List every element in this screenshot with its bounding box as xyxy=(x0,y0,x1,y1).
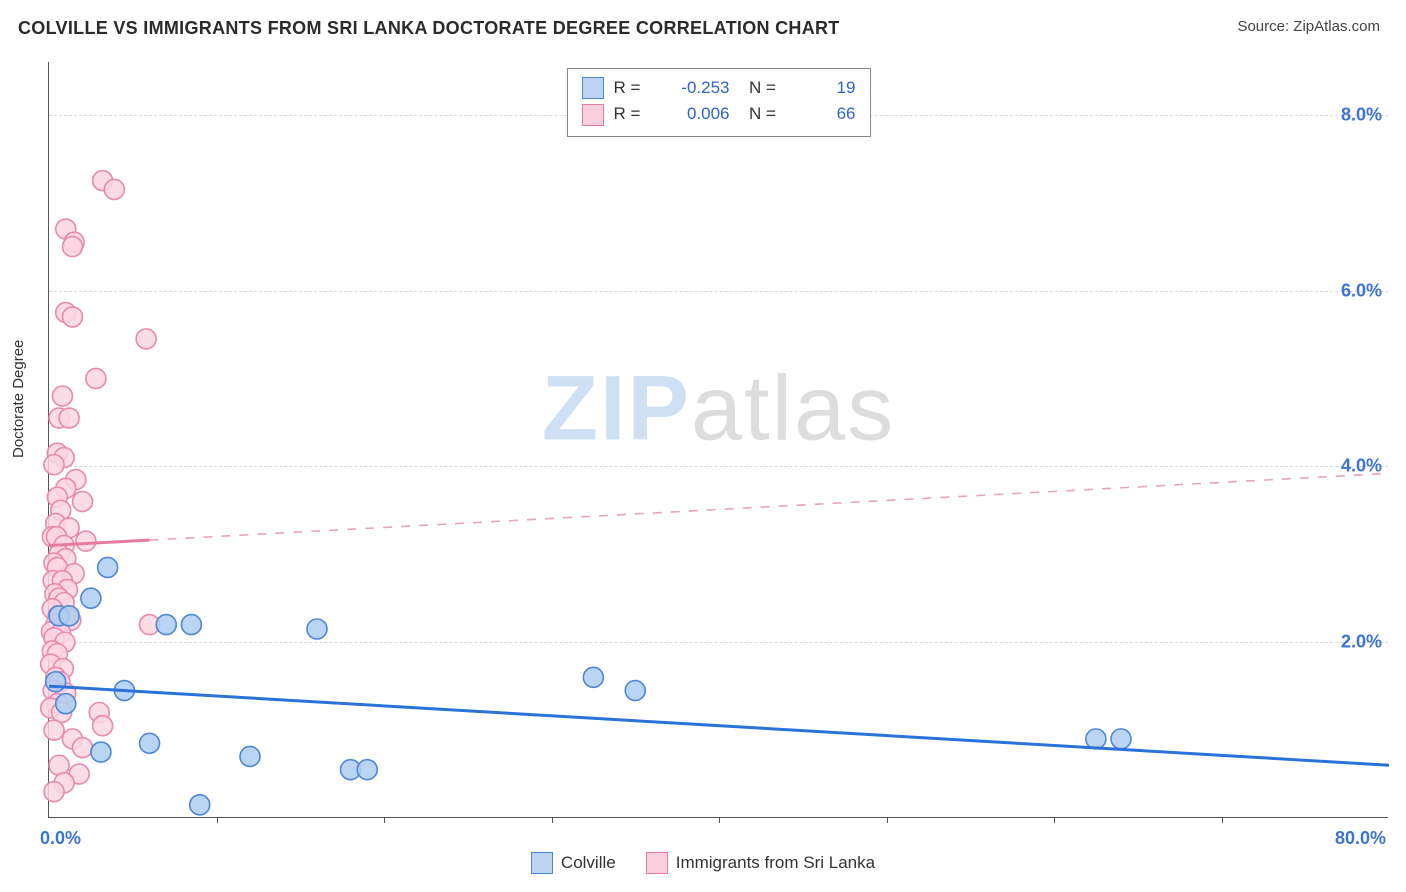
point-pink xyxy=(52,386,72,406)
point-blue xyxy=(56,694,76,714)
x-tick xyxy=(384,817,385,823)
chart-container: Doctorate Degree ZIPatlas R = -0.253 N =… xyxy=(0,48,1406,892)
point-pink xyxy=(44,720,64,740)
swatch-pink-icon xyxy=(582,104,604,126)
source-label: Source: ZipAtlas.com xyxy=(1237,18,1380,35)
legend-stats-row-blue: R = -0.253 N = 19 xyxy=(582,75,856,101)
r-label: R = xyxy=(614,101,652,127)
point-blue xyxy=(91,742,111,762)
swatch-pink-icon xyxy=(646,852,668,874)
plot-svg xyxy=(49,62,1388,817)
point-blue xyxy=(181,615,201,635)
legend-series: Colville Immigrants from Sri Lanka xyxy=(0,852,1406,874)
legend-label-pink: Immigrants from Sri Lanka xyxy=(676,853,875,873)
point-blue xyxy=(98,557,118,577)
point-blue xyxy=(81,588,101,608)
legend-stats-row-pink: R = 0.006 N = 66 xyxy=(582,101,856,127)
point-blue xyxy=(140,733,160,753)
point-pink xyxy=(44,782,64,802)
point-blue xyxy=(1086,729,1106,749)
point-blue xyxy=(583,667,603,687)
legend-stats: R = -0.253 N = 19 R = 0.006 N = 66 xyxy=(567,68,871,137)
point-pink xyxy=(93,716,113,736)
point-blue xyxy=(1111,729,1131,749)
point-pink xyxy=(59,408,79,428)
point-blue xyxy=(59,606,79,626)
point-pink xyxy=(76,531,96,551)
x-tick xyxy=(1054,817,1055,823)
point-pink xyxy=(86,368,106,388)
chart-title: COLVILLE VS IMMIGRANTS FROM SRI LANKA DO… xyxy=(18,18,840,39)
x-tick xyxy=(1222,817,1223,823)
point-blue xyxy=(240,746,260,766)
point-pink xyxy=(73,492,93,512)
point-pink xyxy=(73,738,93,758)
n-value-blue: 19 xyxy=(788,75,856,101)
point-blue xyxy=(307,619,327,639)
x-tick xyxy=(552,817,553,823)
x-origin-label: 0.0% xyxy=(40,828,81,849)
r-value-blue: -0.253 xyxy=(662,75,730,101)
point-blue xyxy=(46,672,66,692)
r-value-pink: 0.006 xyxy=(662,101,730,127)
n-label: N = xyxy=(740,101,778,127)
swatch-blue-icon xyxy=(582,77,604,99)
point-blue xyxy=(190,795,210,815)
x-tick xyxy=(217,817,218,823)
n-value-pink: 66 xyxy=(788,101,856,127)
r-label: R = xyxy=(614,75,652,101)
x-tick xyxy=(887,817,888,823)
point-blue xyxy=(156,615,176,635)
x-max-label: 80.0% xyxy=(1335,828,1386,849)
legend-item-blue: Colville xyxy=(531,852,616,874)
point-pink xyxy=(44,455,64,475)
swatch-blue-icon xyxy=(531,852,553,874)
point-pink xyxy=(62,307,82,327)
legend-label-blue: Colville xyxy=(561,853,616,873)
legend-item-pink: Immigrants from Sri Lanka xyxy=(646,852,875,874)
point-pink xyxy=(136,329,156,349)
y-axis-label: Doctorate Degree xyxy=(10,340,27,458)
point-blue xyxy=(625,681,645,701)
point-blue xyxy=(357,760,377,780)
point-pink xyxy=(104,179,124,199)
trend-pink-dashed xyxy=(150,473,1390,540)
plot-area: ZIPatlas R = -0.253 N = 19 R = 0.006 N =… xyxy=(48,62,1388,818)
x-tick xyxy=(719,817,720,823)
n-label: N = xyxy=(740,75,778,101)
point-pink xyxy=(62,237,82,257)
